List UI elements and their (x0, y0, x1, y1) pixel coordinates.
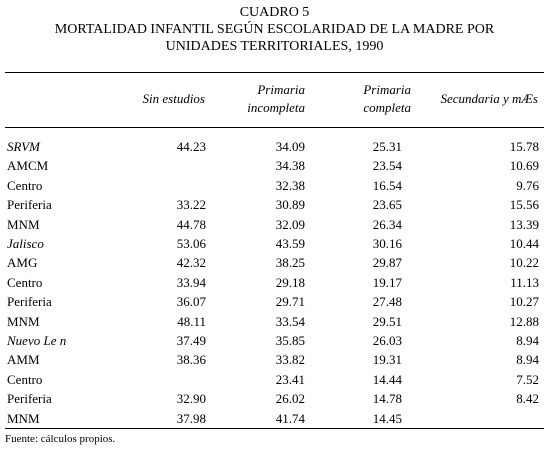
cell: 37.98 (176, 410, 206, 426)
cell: 14.45 (372, 410, 402, 426)
cell: 26.03 (372, 333, 402, 348)
cell: 16.54 (372, 177, 402, 193)
row-label: Nuevo Le n (7, 333, 67, 348)
row-label: AMCM (7, 158, 49, 174)
cell: 33.82 (275, 352, 305, 368)
cell: 34.09 (275, 139, 305, 154)
cell: 44.23 (176, 139, 206, 154)
row-label: Centro (7, 274, 43, 290)
cell: 12.88 (509, 313, 539, 329)
row-label: Centro (7, 177, 43, 193)
column-header: completa (363, 100, 411, 115)
cell: 23.54 (372, 158, 402, 174)
cell: 8.94 (516, 333, 539, 348)
cell: 8.94 (516, 352, 539, 368)
column-header: Primaria (257, 82, 305, 97)
rule (5, 72, 544, 73)
cell: 33.54 (275, 313, 305, 329)
cell: 11.13 (510, 274, 539, 290)
cell: 38.36 (176, 352, 206, 368)
cell: 7.52 (516, 371, 539, 387)
cell: 14.44 (372, 371, 402, 387)
cell: 32.09 (275, 216, 305, 232)
cell: 44.78 (176, 216, 206, 232)
column-header: incompleta (247, 100, 305, 115)
cell: 30.16 (372, 236, 402, 251)
cell: 33.22 (176, 197, 206, 213)
row-label: MNM (7, 313, 40, 329)
cell: 48.11 (177, 313, 206, 329)
table-title: MORTALIDAD INFANTIL SEGÚN ESCOLARIDAD DE… (54, 22, 495, 37)
column-header: Secundaria y mÆs (440, 91, 539, 106)
cell: 32.38 (275, 177, 305, 193)
rule (5, 428, 544, 429)
row-label: AMG (7, 255, 38, 271)
cell: 29.71 (275, 294, 305, 310)
column-header: Primaria (363, 82, 411, 97)
cell: 27.48 (372, 294, 402, 310)
row-label: Periferia (7, 391, 52, 407)
source-note: Fuente: cálculos propios. (5, 433, 116, 445)
cell: 36.07 (176, 294, 206, 310)
cell: 35.85 (275, 333, 305, 348)
cell: 32.90 (176, 391, 206, 407)
cell: 42.32 (176, 255, 206, 271)
row-label: MNM (7, 410, 40, 426)
cell: 30.89 (275, 197, 305, 213)
cell: 13.39 (509, 216, 539, 232)
cell: 25.31 (372, 139, 402, 154)
cell: 43.59 (275, 236, 305, 251)
cell: 26.34 (372, 216, 402, 232)
cell: 29.87 (372, 255, 402, 271)
table-title: UNIDADES TERRITORIALES, 1990 (165, 39, 384, 54)
rule (5, 127, 544, 128)
row-label: Periferia (7, 294, 52, 310)
cell: 9.76 (516, 177, 539, 193)
cell: 15.56 (509, 197, 539, 213)
cell: 53.06 (176, 236, 206, 251)
cell: 23.65 (372, 197, 402, 213)
cell: 8.42 (516, 391, 539, 407)
row-label: AMM (7, 352, 40, 368)
cell: 10.69 (509, 158, 539, 174)
row-label: Centro (7, 371, 43, 387)
cell: 26.02 (275, 391, 305, 407)
cell: 14.78 (372, 391, 402, 407)
cell: 37.49 (176, 333, 206, 348)
row-label: Periferia (7, 197, 52, 213)
cell: 29.51 (372, 313, 402, 329)
cell: 34.38 (275, 158, 305, 174)
cell: 23.41 (275, 371, 305, 387)
cell: 38.25 (275, 255, 305, 271)
cell: 33.94 (176, 274, 206, 290)
row-label: MNM (7, 216, 40, 232)
column-header: Sin estudios (142, 91, 205, 106)
cell: 10.22 (509, 255, 539, 271)
cell: 10.44 (509, 236, 539, 251)
cell: 29.18 (275, 274, 305, 290)
cell: 19.17 (372, 274, 402, 290)
cell: 41.74 (275, 410, 305, 426)
cell: 15.78 (509, 139, 539, 154)
row-label: SRVM (7, 139, 40, 154)
cell: 19.31 (372, 352, 402, 368)
cell: 10.27 (509, 294, 539, 310)
table-label: CUADRO 5 (239, 5, 310, 20)
row-label: Jalisco (7, 236, 44, 251)
